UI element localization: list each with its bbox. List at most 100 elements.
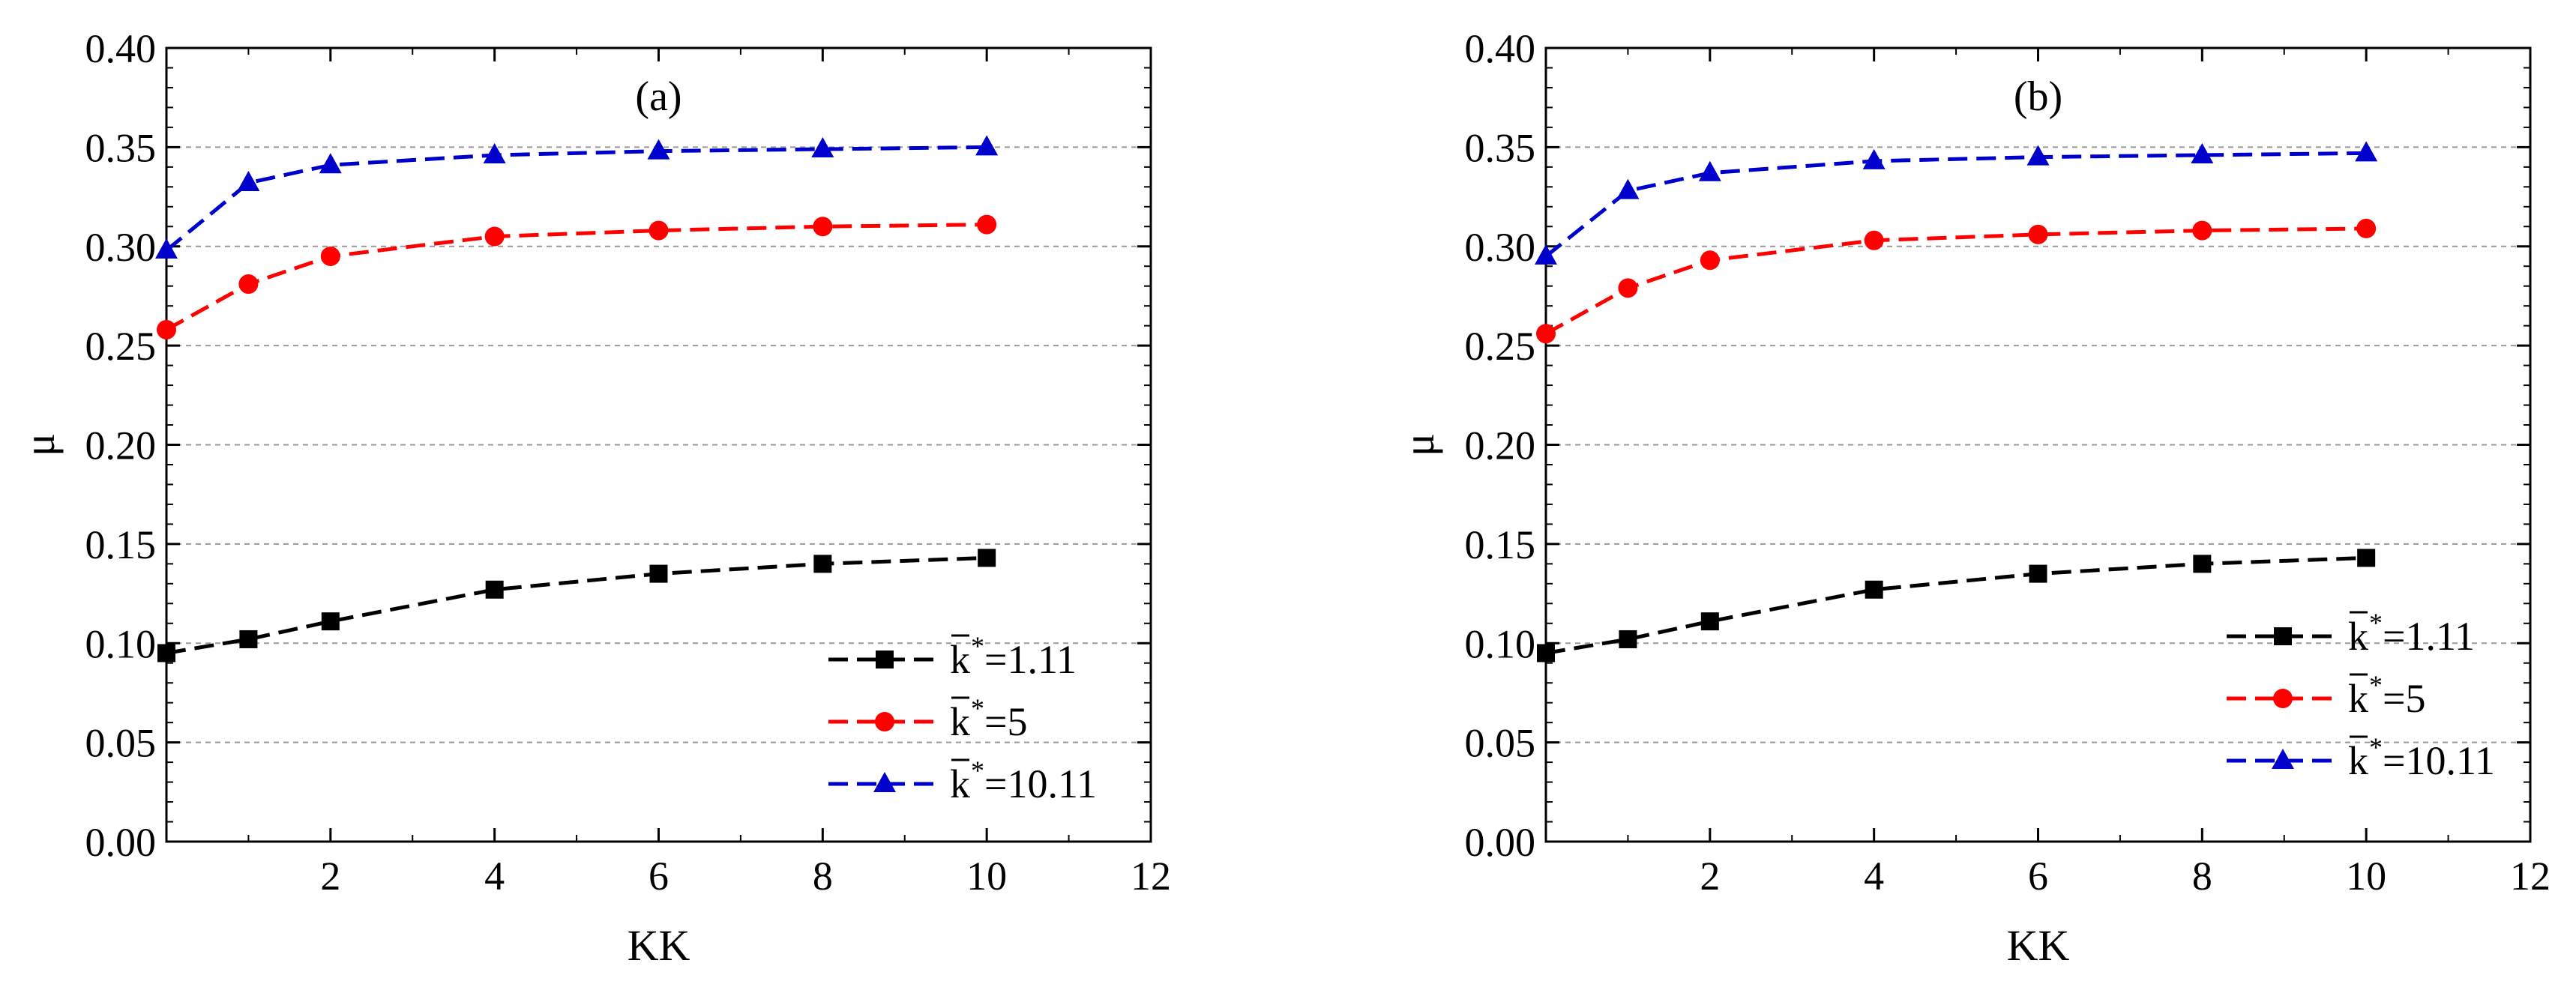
x-tick-label: 10: [966, 854, 1007, 899]
y-tick-label: 0.05: [85, 721, 157, 766]
data-point-triangle: [483, 142, 506, 163]
legend-label: =5: [984, 699, 1027, 744]
y-tick-label: 0.00: [1465, 820, 1536, 865]
x-tick-label: 12: [1131, 854, 1171, 899]
data-point-triangle: [1862, 148, 1886, 169]
data-point-square: [321, 612, 340, 631]
series-circle: [157, 214, 997, 339]
x-tick-label: 8: [813, 854, 833, 899]
panel-title: (a): [635, 73, 681, 120]
data-point-square: [1865, 580, 1883, 599]
legend-marker-triangle: [2272, 749, 2294, 769]
y-axis-label: μ: [1394, 433, 1443, 456]
y-tick-label: 0.05: [1465, 721, 1536, 766]
data-point-square: [485, 580, 504, 599]
series-line: [166, 555, 987, 655]
series-line: [165, 223, 987, 332]
series-circle: [1536, 218, 2377, 344]
legend-star: *: [2369, 732, 2383, 762]
data-point-triangle: [1535, 244, 1557, 265]
data-point-circle: [484, 226, 505, 247]
y-tick-label: 0.30: [85, 225, 157, 270]
legend-star: *: [971, 755, 984, 785]
y-tick-label: 0.25: [1465, 324, 1536, 369]
data-point-triangle: [811, 137, 834, 158]
data-point-square: [1700, 612, 1719, 631]
legend-marker-square: [2274, 627, 2292, 645]
x-tick-label: 4: [484, 854, 505, 899]
data-point-triangle: [155, 238, 178, 259]
x-axis-label: KK: [2007, 921, 2070, 970]
chart-panel-b: 0.00 0.05 0.10 0.15 0.20 0.25 0.30 0.35 0.40 2 4 6 8…: [1394, 26, 2551, 970]
legend-marker-triangle: [873, 772, 896, 792]
legend: k * =1.11k * =5k * =10.11: [2227, 608, 2495, 783]
series-triangle: [155, 135, 999, 259]
legend-label: =1.11: [2383, 614, 2475, 659]
data-point-circle: [977, 214, 997, 235]
legend-marker-circle: [2273, 689, 2293, 708]
data-point-circle: [2356, 218, 2377, 238]
data-point-circle: [1618, 278, 1638, 298]
y-tick-label: 0.15: [1465, 522, 1536, 567]
data-point-square: [649, 564, 668, 583]
panel-title: (b): [2014, 73, 2062, 120]
chart-panel-a: 0.00 0.05 0.10 0.15 0.20 0.25 0.30 0.35 0.40 2 4 6 8…: [15, 26, 1171, 970]
data-point-circle: [1864, 230, 1884, 250]
legend-star: *: [971, 693, 984, 723]
x-tick-label: 12: [2510, 854, 2551, 899]
data-point-triangle: [1616, 178, 1640, 199]
y-tick-label: 0.10: [1465, 621, 1536, 666]
data-point-triangle: [1698, 160, 1721, 181]
series-line: [1544, 226, 2367, 336]
data-point-square: [813, 555, 832, 573]
legend-label: =10.11: [2383, 738, 2495, 783]
legend-k-symbol: k: [950, 637, 970, 682]
y-tick-label: 0.15: [85, 522, 157, 567]
y-tick-label: 0.40: [1465, 26, 1536, 71]
data-point-triangle: [2355, 141, 2378, 162]
x-tick-label: 6: [648, 854, 669, 899]
x-tick-label: 2: [1700, 854, 1720, 899]
data-point-triangle: [2026, 145, 2050, 166]
data-point-square: [978, 549, 996, 567]
series-line: [1544, 151, 2367, 258]
y-tick-label: 0.00: [85, 820, 157, 865]
series-triangle: [1535, 141, 2378, 265]
y-tick-label: 0.20: [1465, 423, 1536, 468]
data-point-triangle: [237, 171, 260, 192]
legend-k-symbol: k: [950, 699, 970, 744]
data-point-square: [157, 644, 175, 662]
y-axis-label: μ: [15, 433, 64, 456]
data-point-square: [239, 630, 258, 648]
y-tick-label: 0.40: [85, 26, 157, 71]
legend-star: *: [2369, 608, 2383, 638]
legend-marker-circle: [875, 712, 894, 731]
data-point-circle: [2192, 220, 2212, 241]
data-point-circle: [813, 217, 833, 237]
y-tick-label: 0.30: [1465, 225, 1536, 270]
legend-label: =5: [2383, 676, 2425, 721]
x-tick-label: 8: [2192, 854, 2212, 899]
x-tick-label: 4: [1864, 854, 1884, 899]
legend-label: =10.11: [984, 761, 1097, 806]
data-point-circle: [648, 220, 669, 241]
data-point-square: [1619, 630, 1637, 648]
data-point-square: [2029, 564, 2047, 583]
series-square: [1537, 549, 2376, 662]
x-tick-label: 2: [320, 854, 340, 899]
data-point-triangle: [319, 153, 342, 174]
data-point-triangle: [647, 139, 670, 160]
legend-k-symbol: k: [2348, 676, 2368, 721]
data-point-circle: [1700, 250, 1720, 271]
data-point-circle: [238, 274, 259, 295]
y-tick-label: 0.20: [85, 423, 157, 468]
y-tick-label: 0.35: [85, 125, 157, 170]
legend-marker-square: [876, 651, 894, 668]
y-tick-label: 0.10: [85, 621, 157, 666]
x-axis-label: KK: [628, 921, 690, 970]
y-tick-label: 0.25: [85, 324, 157, 369]
data-point-triangle: [975, 135, 999, 156]
data-point-square: [2357, 549, 2376, 567]
data-point-square: [2193, 555, 2212, 573]
